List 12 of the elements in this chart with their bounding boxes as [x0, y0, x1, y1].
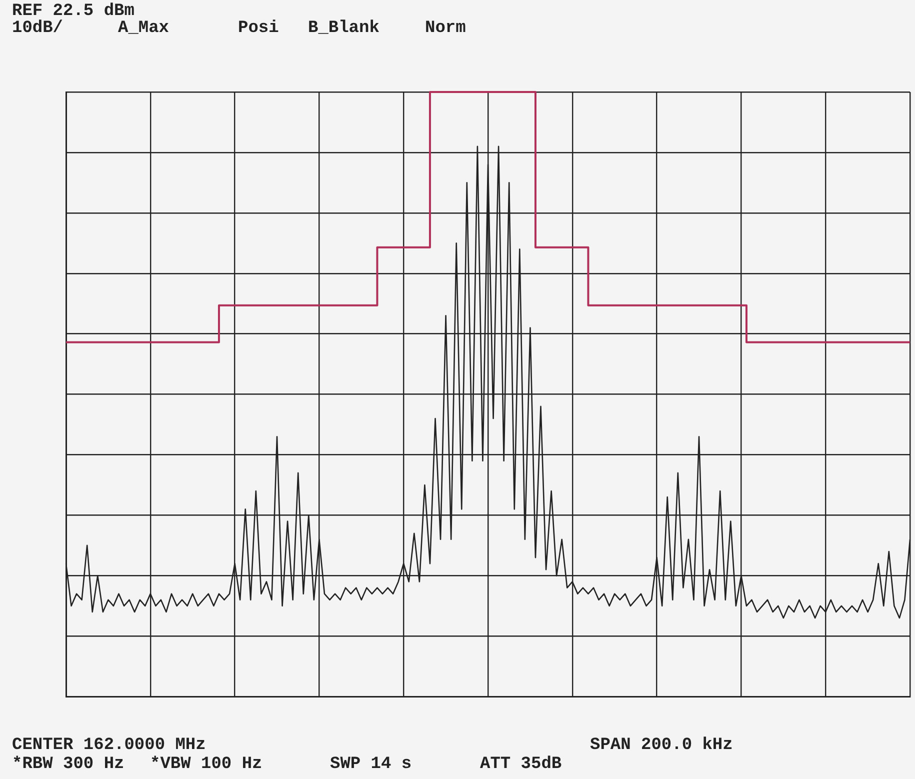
text: *VBW 100 Hz — [150, 755, 262, 774]
text: Posi — [238, 19, 279, 38]
text: SWP 14 s — [330, 755, 412, 774]
text: SPAN 200.0 kHz — [590, 736, 733, 755]
text: Norm — [425, 19, 466, 38]
text: *RBW 300 Hz — [12, 755, 124, 774]
text: A_Max — [118, 19, 170, 38]
text: 10dB/ — [12, 19, 64, 38]
text: ATT 35dB — [480, 755, 562, 774]
text: REF 22.5 dBm — [12, 2, 134, 21]
text: B_Blank — [308, 19, 380, 38]
text: CENTER 162.0000 MHz — [12, 736, 206, 755]
